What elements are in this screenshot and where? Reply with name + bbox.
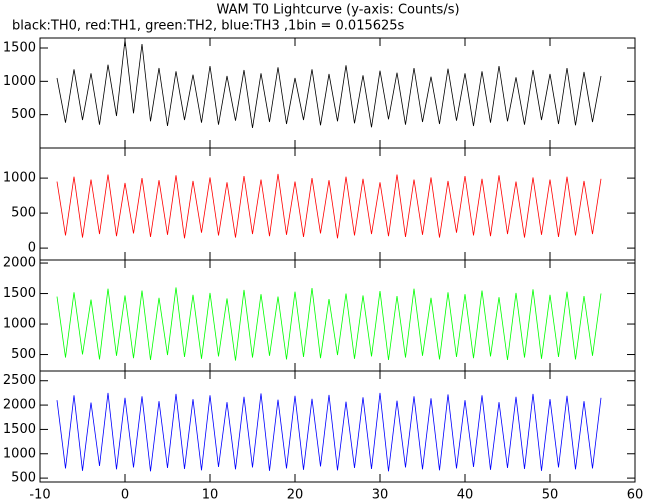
y-tick-label: 500 — [11, 471, 36, 486]
x-tick-label: -10 — [29, 488, 50, 503]
y-tick-label: 2000 — [3, 256, 36, 271]
panel-frame — [39, 370, 636, 483]
y-tick-label: 2500 — [3, 373, 36, 388]
light-curve — [56, 287, 602, 361]
x-tick-label: 0 — [121, 488, 129, 503]
y-tick-label: 500 — [11, 347, 36, 362]
chart-title: WAM T0 Lightcurve (y-axis: Counts/s) — [216, 3, 459, 18]
y-tick-label: 1000 — [3, 446, 36, 461]
y-tick-label: 500 — [11, 107, 36, 122]
y-tick-label: 1000 — [3, 74, 36, 89]
x-tick-label: 50 — [542, 488, 559, 503]
x-tick-label: 10 — [202, 488, 219, 503]
y-tick-label: 1500 — [3, 422, 36, 437]
light-curve — [56, 173, 602, 239]
x-tick-label: 30 — [372, 488, 389, 503]
panel-frame — [39, 147, 636, 261]
light-curve — [56, 392, 602, 472]
x-tick-label: 20 — [287, 488, 304, 503]
y-tick-label: 0 — [28, 241, 36, 256]
y-tick-label: 1000 — [3, 171, 36, 186]
x-tick-label: 60 — [627, 488, 644, 503]
chart-subtitle: black:TH0, red:TH1, green:TH2, blue:TH3 … — [12, 19, 405, 34]
y-tick-label: 1500 — [3, 286, 36, 301]
y-tick-label: 2000 — [3, 398, 36, 413]
light-curve — [56, 39, 602, 129]
y-tick-label: 500 — [11, 206, 36, 221]
y-tick-label: 1000 — [3, 317, 36, 332]
y-tick-label: 1500 — [3, 41, 36, 56]
x-tick-label: 40 — [457, 488, 474, 503]
panel-frame — [39, 37, 636, 149]
